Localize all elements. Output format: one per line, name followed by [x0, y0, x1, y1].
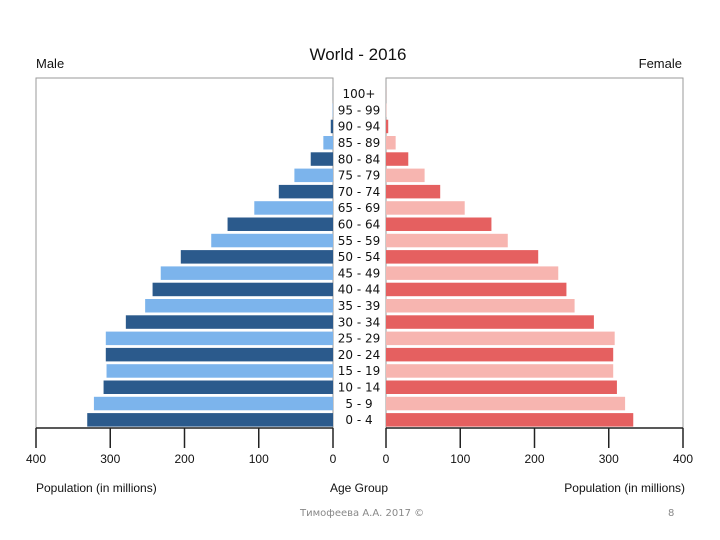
female-x-axis: 0 100 200 300 400: [383, 427, 693, 466]
female-bar: [386, 364, 614, 378]
female-bar: [386, 217, 492, 231]
male-bar: [310, 152, 333, 166]
age-group-label: 65 - 69: [338, 201, 381, 215]
female-bar: [386, 136, 396, 150]
age-group-label: 95 - 99: [338, 103, 381, 117]
male-bar: [330, 119, 333, 134]
footer-page-number: 8: [668, 508, 675, 519]
age-group-labels: 0 - 4 5 - 9 10 - 14 15 - 19 20 - 24 25 - 29 30…: [338, 87, 381, 427]
age-group-label: 80 - 84: [338, 152, 381, 166]
age-group-label: 90 - 94: [338, 120, 381, 134]
male-bar: [180, 250, 333, 264]
male-bar: [87, 413, 333, 427]
female-bars: [386, 87, 634, 427]
female-bar: [386, 331, 615, 346]
female-bar: [386, 396, 626, 411]
age-group-label: 20 - 24: [338, 348, 381, 362]
age-group-label: 45 - 49: [338, 266, 381, 280]
female-bar: [386, 282, 567, 297]
male-x-axis: 0 100 200 300 400: [26, 427, 337, 466]
female-bar: [386, 347, 614, 362]
age-group-label: 85 - 89: [338, 136, 381, 150]
axis-tick-label: 200: [174, 452, 194, 466]
male-bar: [105, 347, 333, 362]
male-x-axis-title: Population (in millions): [36, 481, 157, 495]
axis-tick-label: 300: [100, 452, 120, 466]
male-bar: [294, 168, 333, 183]
female-x-axis-title: Population (in millions): [564, 481, 685, 495]
age-group-label: 75 - 79: [338, 169, 381, 183]
male-bar: [254, 201, 333, 215]
age-group-label: 55 - 59: [338, 234, 381, 248]
female-bar: [386, 315, 594, 329]
male-bar: [103, 380, 333, 394]
male-bars: [87, 87, 333, 427]
female-label: Female: [639, 56, 682, 71]
age-group-label: 25 - 29: [338, 332, 381, 346]
age-group-label: 40 - 44: [338, 283, 381, 297]
footer-credit: Тимофеева А.А. 2017 ©: [300, 508, 425, 519]
female-bar: [386, 380, 617, 394]
male-label: Male: [36, 56, 64, 71]
axis-tick-label: 300: [599, 452, 619, 466]
male-bar: [106, 364, 333, 378]
axis-tick-label: 100: [249, 452, 269, 466]
age-group-label: 5 - 9: [345, 397, 372, 411]
axis-tick-label: 200: [524, 452, 544, 466]
axis-tick-label: 0: [383, 452, 390, 466]
female-bar: [386, 201, 465, 215]
male-bar: [145, 299, 333, 313]
age-group-label: 15 - 19: [338, 364, 381, 378]
age-group-label: 60 - 64: [338, 218, 381, 232]
female-bar: [386, 299, 575, 313]
female-bar: [386, 233, 508, 248]
age-group-label: 50 - 54: [338, 250, 381, 264]
age-group-label: 70 - 74: [338, 185, 381, 199]
male-bar: [211, 233, 333, 248]
age-group-axis-title: Age Group: [330, 481, 388, 495]
female-bar: [386, 250, 539, 264]
female-bar: [386, 152, 409, 166]
axis-tick-label: 400: [26, 452, 46, 466]
female-bar: [386, 168, 425, 183]
age-group-label: 0 - 4: [345, 413, 372, 427]
axis-tick-label: 0: [330, 452, 337, 466]
age-group-label: 100+: [343, 87, 376, 101]
male-bar: [152, 282, 333, 297]
female-bar: [386, 266, 559, 280]
age-group-label: 35 - 39: [338, 299, 381, 313]
female-bar: [386, 119, 389, 134]
male-bar: [93, 396, 333, 411]
male-bar: [125, 315, 333, 329]
male-bar: [323, 136, 333, 150]
male-bar: [105, 331, 333, 346]
axis-tick-label: 100: [450, 452, 470, 466]
male-bar: [227, 217, 333, 231]
male-bar: [278, 184, 333, 199]
female-bar: [386, 184, 441, 199]
axis-tick-label: 400: [673, 452, 693, 466]
male-bar: [160, 266, 333, 280]
chart-title: World - 2016: [309, 45, 406, 64]
age-group-label: 30 - 34: [338, 315, 381, 329]
female-bar: [386, 413, 634, 427]
age-group-label: 10 - 14: [338, 381, 381, 395]
